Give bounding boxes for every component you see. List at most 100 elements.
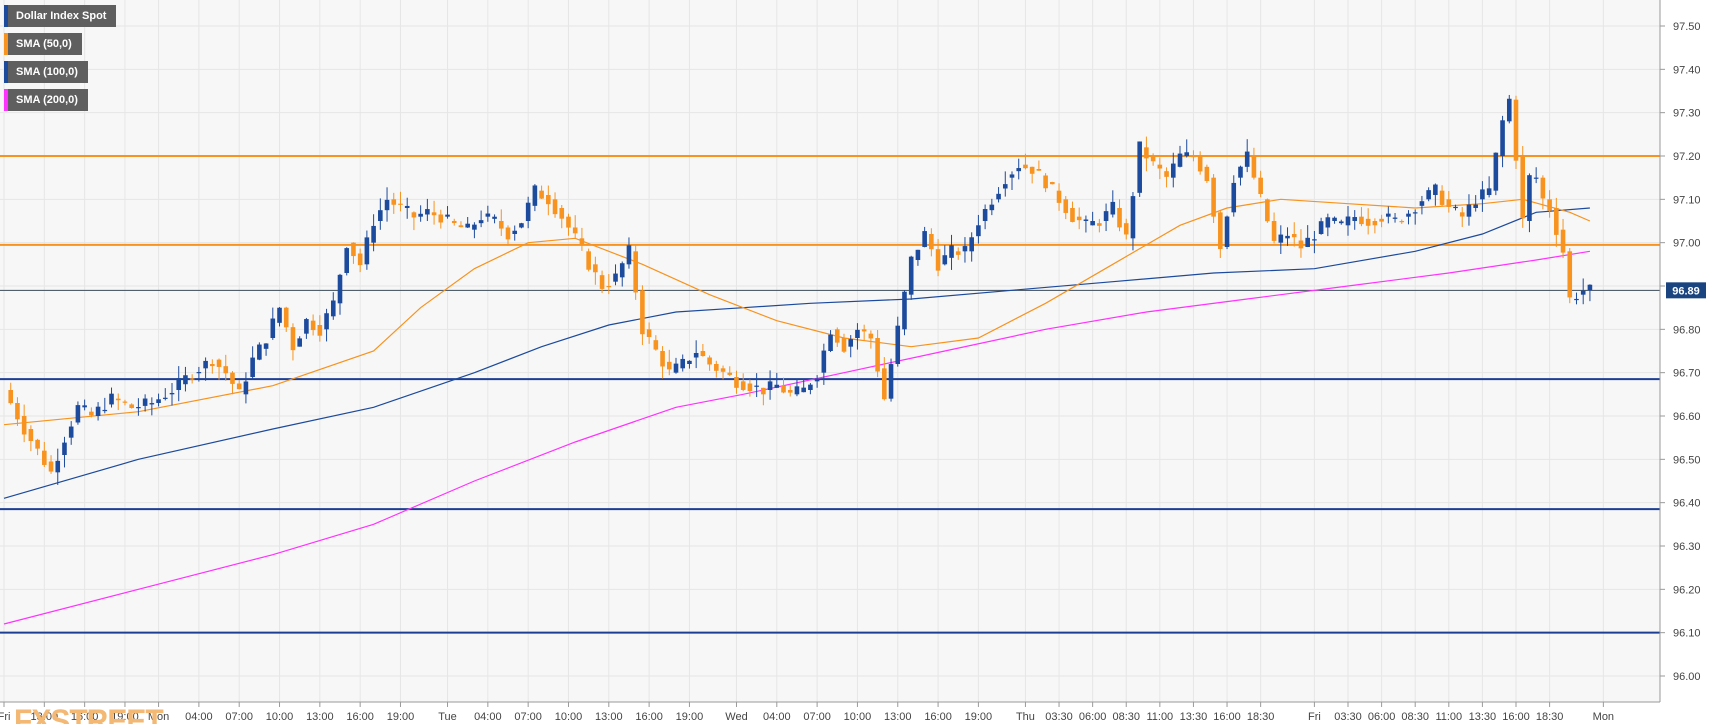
x-tick-label: 07:00 [225, 711, 253, 723]
candle-body [1083, 219, 1089, 221]
candle-body [1547, 199, 1552, 211]
candle-body [35, 439, 40, 449]
y-tick-label: 97.20 [1673, 151, 1701, 163]
x-tick-label: 04:00 [763, 711, 791, 723]
candle-body [451, 221, 457, 224]
x-tick-label: 07:00 [803, 711, 831, 723]
candle-body [425, 209, 430, 215]
candle-body [257, 344, 262, 360]
candle-body [774, 384, 780, 388]
candle-body [976, 225, 981, 237]
x-tick-label: 16:00 [1502, 711, 1530, 723]
sma-200-line [3, 250, 1590, 625]
candle-body [660, 351, 665, 367]
candle-body [129, 404, 134, 408]
candle-body [834, 329, 840, 343]
candle-body [270, 318, 276, 338]
candle-body [438, 214, 444, 223]
x-tick-label: Mon [148, 711, 169, 723]
x-tick-label: 08:30 [1401, 711, 1429, 723]
candle-body [1338, 221, 1344, 224]
candle-body [1278, 234, 1284, 243]
candle-body [472, 224, 477, 230]
candle-body [1224, 216, 1230, 247]
candle-body [344, 248, 350, 273]
candle-body [1251, 156, 1257, 178]
candle-body [55, 460, 61, 473]
candle-body [1271, 221, 1277, 241]
candle-body [546, 195, 551, 205]
x-tick-label: Fri [1308, 711, 1321, 723]
candle-body [324, 313, 329, 330]
candle-body [169, 392, 175, 395]
candle-body [1076, 216, 1082, 221]
candle-body [1352, 217, 1358, 221]
candles [8, 94, 1593, 485]
candle-body [196, 372, 202, 374]
candle-body [519, 223, 524, 228]
x-tick-label: 18:30 [1247, 711, 1275, 723]
candle-body [189, 378, 195, 380]
candle-body [599, 275, 605, 289]
candle-body [136, 407, 141, 409]
candle-body [1359, 216, 1364, 225]
candle-body [996, 193, 1001, 200]
candle-body [1540, 177, 1546, 199]
candle-body [283, 307, 289, 328]
candle-body [15, 403, 20, 420]
candle-body [767, 381, 773, 390]
candle-body [915, 249, 921, 260]
candle-body [1587, 284, 1593, 291]
candle-body [572, 227, 578, 234]
candle-body [304, 319, 309, 334]
candle-body [1466, 204, 1472, 217]
candle-body [250, 357, 255, 377]
legend-item-sma-50[interactable]: SMA (50,0) [4, 33, 82, 55]
candle-body [48, 461, 54, 472]
candle-body [1204, 166, 1210, 182]
candle-body [1412, 212, 1418, 214]
x-tick-label: 10:00 [266, 711, 294, 723]
candle-body [720, 368, 726, 372]
candle-body [445, 214, 450, 217]
candle-body [230, 372, 235, 384]
candle-body [203, 360, 208, 369]
candle-body [1110, 201, 1116, 215]
candle-body [1520, 156, 1526, 219]
candle-body [1123, 223, 1129, 235]
candle-body [1318, 221, 1324, 234]
candle-body [1506, 98, 1512, 122]
candle-body [613, 273, 618, 282]
x-tick-label: 04:00 [185, 711, 213, 723]
candle-body [1177, 153, 1183, 167]
legend-swatch [4, 89, 8, 111]
candle-body [1137, 141, 1142, 193]
candle-body [398, 203, 403, 205]
x-tick-label: 16:00 [1213, 711, 1241, 723]
legend-item-dollar-index[interactable]: Dollar Index Spot [4, 5, 117, 27]
candle-body [693, 352, 699, 358]
y-tick-label: 97.00 [1673, 238, 1701, 250]
candle-body [888, 364, 894, 399]
candle-body [216, 359, 222, 367]
candle-body [1043, 175, 1048, 189]
candle-body [982, 208, 988, 221]
horizontal-levels [0, 155, 1660, 634]
candle-body [1285, 235, 1290, 239]
candle-body [673, 363, 679, 373]
candle-body [1426, 190, 1431, 200]
candle-body [1312, 239, 1317, 241]
y-tick-label: 96.30 [1673, 541, 1701, 553]
candle-body [606, 286, 612, 288]
y-tick-label: 96.10 [1673, 628, 1701, 640]
candle-body [1473, 204, 1478, 208]
legend-item-sma-200[interactable]: SMA (200,0) [4, 89, 88, 111]
candle-body [1493, 152, 1499, 191]
candle-body [828, 334, 833, 351]
candle-body [787, 390, 793, 393]
candle-body [754, 385, 759, 387]
candle-body [1439, 190, 1445, 205]
candle-body [223, 366, 229, 374]
x-tick-label: 19:00 [676, 711, 704, 723]
legend-item-sma-100[interactable]: SMA (100,0) [4, 61, 88, 83]
